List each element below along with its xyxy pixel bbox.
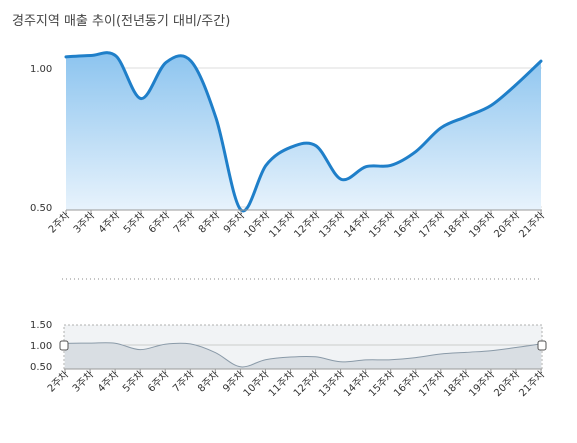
main-x-label: 4주차 xyxy=(96,210,122,236)
navigator-x-label: 10주차 xyxy=(241,369,271,399)
navigator-x-label: 15주차 xyxy=(366,369,396,399)
navigator-ytick-0.50: 0.50 xyxy=(30,362,52,373)
main-ytick-1.00: 1.00 xyxy=(30,64,52,75)
navigator-series-line xyxy=(64,342,542,368)
main-x-label: 17주차 xyxy=(417,210,447,240)
navigator-x-label: 16주차 xyxy=(391,369,421,399)
main-x-label: 15주차 xyxy=(367,210,397,240)
navigator-x-label: 8주차 xyxy=(195,369,221,395)
main-x-label: 13주차 xyxy=(317,210,347,240)
main-ytick-0.50: 0.50 xyxy=(30,203,52,214)
navigator-ytick-1.50: 1.50 xyxy=(30,320,52,331)
navigator-area-fill xyxy=(65,342,541,369)
navigator-x-label: 13주차 xyxy=(316,369,346,399)
main-x-label: 5주차 xyxy=(121,210,147,236)
main-x-label: 20주차 xyxy=(492,210,522,240)
navigator-x-label: 18주차 xyxy=(441,369,471,399)
navigator-plot: 1.50 1.00 0.50 2주차 3주차 4주차 5주차 6주차 7주차 8주차 9주차1… xyxy=(30,320,547,399)
main-x-label: 3주차 xyxy=(71,210,97,236)
main-x-label: 16주차 xyxy=(392,210,422,240)
navigator-x-labels: 2주차 3주차 4주차 5주차 6주차 7주차 8주차 9주차10주차11주차12주차13주차… xyxy=(45,369,547,399)
navigator-x-ticks xyxy=(64,369,542,373)
navigator-x-label: 19주차 xyxy=(467,369,497,399)
navigator-x-label: 3주차 xyxy=(70,369,96,395)
navigator-x-label: 6주차 xyxy=(145,369,171,395)
navigator-x-label: 17주차 xyxy=(416,369,446,399)
main-x-label: 12주차 xyxy=(292,210,322,240)
navigator-x-label: 11주차 xyxy=(266,369,296,399)
navigator-x-label: 12주차 xyxy=(291,369,321,399)
main-plot: 1.00 0.50 2주차 3주차 4주차 5주차 6주차 7주차 8주차 9주차10주차11… xyxy=(30,51,547,240)
main-x-label: 21주차 xyxy=(517,210,547,240)
navigator-handle-right[interactable] xyxy=(537,340,547,351)
main-x-label: 11주차 xyxy=(267,210,297,240)
main-x-label: 10주차 xyxy=(242,210,272,240)
navigator-x-label: 14주차 xyxy=(341,369,371,399)
navigator-x-label: 5주차 xyxy=(120,369,146,395)
main-series-line xyxy=(64,51,543,213)
main-area-fill xyxy=(66,52,541,211)
main-x-label: 19주차 xyxy=(467,210,497,240)
main-x-ticks xyxy=(65,210,542,214)
main-x-label: 7주차 xyxy=(171,210,197,236)
navigator-x-label: 20주차 xyxy=(492,369,522,399)
main-x-labels: 2주차 3주차 4주차 5주차 6주차 7주차 8주차 9주차10주차11주차12주차13주차… xyxy=(46,210,547,240)
chart-title: 경주지역 매출 추이(전년동기 대비/주간) xyxy=(12,14,231,29)
main-x-label: 14주차 xyxy=(342,210,372,240)
navigator-ytick-1.00: 1.00 xyxy=(30,341,52,352)
navigator-handle-left[interactable] xyxy=(59,340,69,351)
main-x-label: 6주차 xyxy=(146,210,172,236)
navigator-x-label: 21주차 xyxy=(517,369,547,399)
navigator-x-label: 4주차 xyxy=(95,369,121,395)
main-x-label: 8주차 xyxy=(196,210,222,236)
navigator-x-label: 7주차 xyxy=(170,369,196,395)
main-x-label: 18주차 xyxy=(442,210,472,240)
